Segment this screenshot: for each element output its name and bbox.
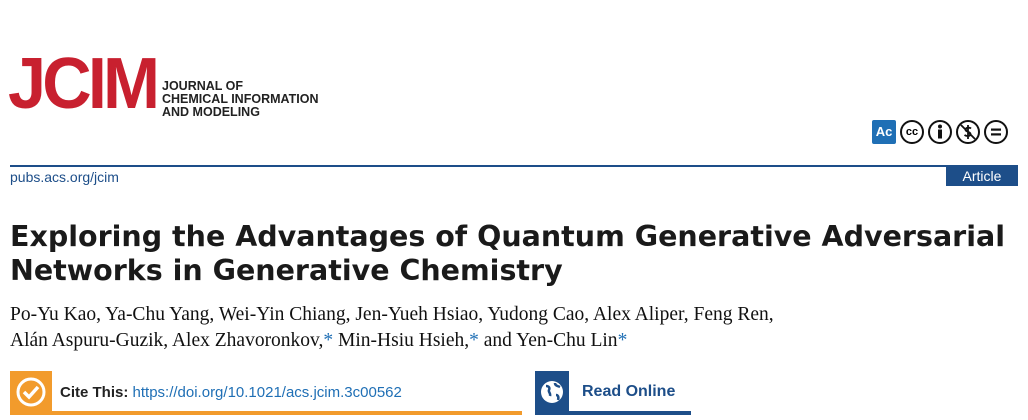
author: Alex Zhavoronkov,: [171, 330, 324, 351]
ac-icon[interactable]: Ac: [872, 120, 896, 144]
corresponding-mark: *: [617, 330, 628, 351]
journal-line: JOURNAL OF: [162, 79, 244, 93]
read-online[interactable]: Read Online: [582, 383, 676, 400]
corresponding-mark: *: [469, 330, 479, 351]
cc-icon[interactable]: cc: [900, 120, 924, 144]
cite-label: Cite This:: [60, 384, 129, 401]
author-line: Alán Aspuru-Guzik, Alex Zhavoronkov,* Mi…: [10, 328, 774, 354]
journal-line: CHEMICAL INFORMATION: [162, 92, 319, 106]
journal-logo: JCIM: [8, 44, 160, 124]
author: Min-Hsiu Hsieh,: [338, 330, 470, 351]
author: Alex Aliper,: [592, 304, 689, 325]
by-icon[interactable]: [928, 120, 952, 144]
title-line: Exploring the Advantages of Quantum Gene…: [10, 220, 1005, 253]
authors: Po-Yu Kao, Ya-Chu Yang, Wei-Yin Chiang, …: [10, 302, 774, 354]
corresponding-mark: *: [323, 330, 334, 351]
article-title: Exploring the Advantages of Quantum Gene…: [10, 220, 1005, 288]
license-icons: Ac cc: [872, 120, 1008, 146]
doi-link[interactable]: https://doi.org/10.1021/acs.jcim.3c00562: [132, 384, 402, 401]
journal-url[interactable]: pubs.acs.org/jcim: [10, 169, 119, 185]
author: Po-Yu Kao,: [10, 304, 101, 325]
author: Feng Ren,: [693, 304, 774, 325]
author: Alán Aspuru-Guzik,: [10, 330, 169, 351]
journal-name: JOURNAL OF CHEMICAL INFORMATION AND MODE…: [162, 80, 318, 119]
article-type: Article: [946, 167, 1018, 186]
author: Yudong Cao,: [487, 304, 590, 325]
nc-icon[interactable]: [956, 120, 980, 144]
author: and Yen-Chu Lin: [483, 330, 618, 351]
read-icon: [535, 371, 569, 413]
nd-icon[interactable]: [984, 120, 1008, 144]
globe-icon: [541, 381, 563, 403]
cite-icon: [10, 371, 52, 413]
check-icon: [16, 377, 46, 407]
header-rule: [10, 165, 1018, 167]
journal-line: AND MODELING: [162, 105, 260, 119]
title-line: Networks in Generative Chemistry: [10, 254, 563, 287]
cite-this: Cite This: https://doi.org/10.1021/acs.j…: [60, 384, 402, 401]
cite-underline: [10, 411, 522, 415]
author: Wei-Yin Chiang,: [218, 304, 351, 325]
author: Ya-Chu Yang,: [105, 304, 215, 325]
author: Jen-Yueh Hsiao,: [355, 304, 484, 325]
read-underline: [535, 411, 691, 415]
author-line: Po-Yu Kao, Ya-Chu Yang, Wei-Yin Chiang, …: [10, 302, 774, 328]
